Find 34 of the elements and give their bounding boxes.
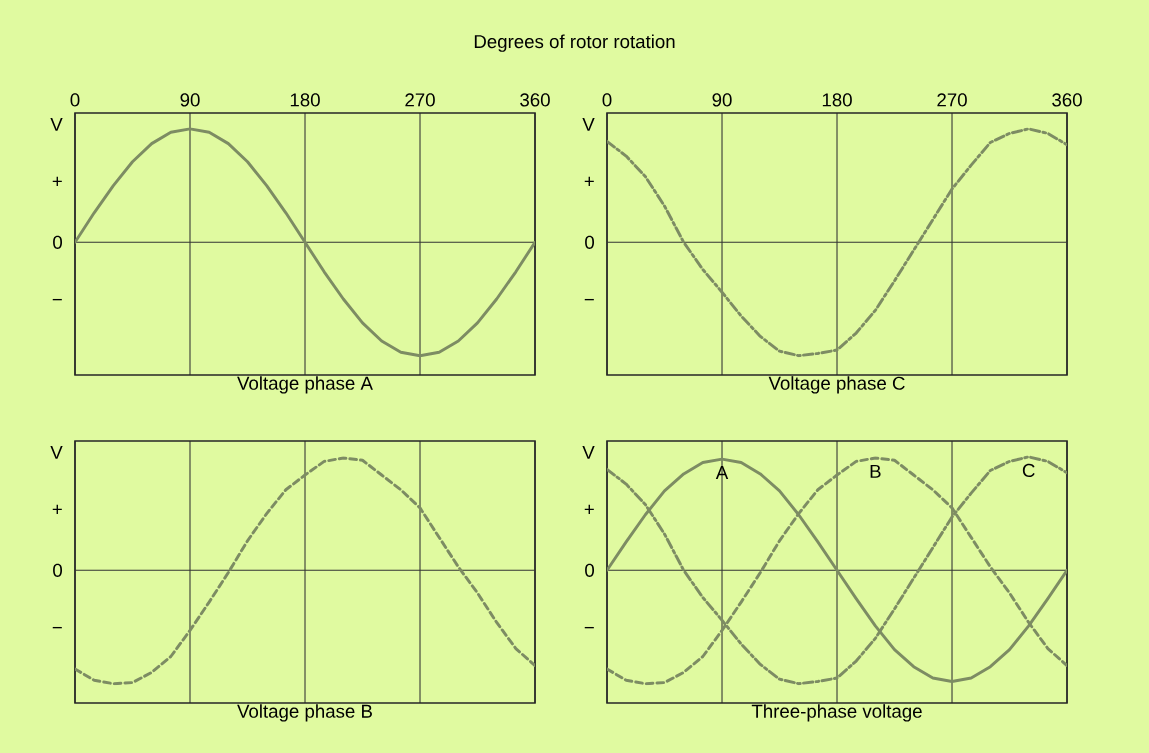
text: + (584, 504, 594, 514)
x-tick-label: 360 (520, 93, 550, 107)
x-tick-label: 0 (70, 93, 80, 107)
text: − (584, 626, 594, 629)
x-tick-label: 90 (712, 93, 732, 107)
text: Voltage phase C (768, 376, 905, 394)
text: − (52, 298, 62, 301)
text: 0 (53, 563, 63, 577)
x-tick-label: 270 (405, 93, 435, 107)
text: V (50, 117, 63, 131)
text: + (52, 176, 62, 186)
series-label: B (870, 464, 881, 478)
text: V (582, 117, 595, 131)
x-tick-label: 0 (602, 93, 612, 107)
text: 0 (53, 235, 63, 249)
text: 0 (585, 235, 595, 249)
text: Voltage phase A (237, 376, 373, 394)
text: V (50, 445, 63, 459)
series-label: A (715, 466, 729, 479)
x-tick-label: 180 (822, 93, 852, 107)
x-tick-label: 360 (1052, 93, 1082, 107)
text: + (52, 504, 62, 514)
text: Voltage phase B (237, 704, 372, 722)
x-tick-label: 270 (937, 93, 967, 107)
series-label: C (1022, 463, 1035, 478)
text: Three-phase voltage (751, 704, 922, 722)
x-tick-label: 90 (180, 93, 200, 107)
text: V (582, 445, 595, 459)
text: + (584, 176, 594, 186)
text: − (52, 626, 62, 629)
x-axis-title: Degrees of rotor rotation (474, 34, 675, 52)
x-tick-label: 180 (290, 93, 320, 107)
text: − (584, 298, 594, 301)
text: 0 (585, 563, 595, 577)
